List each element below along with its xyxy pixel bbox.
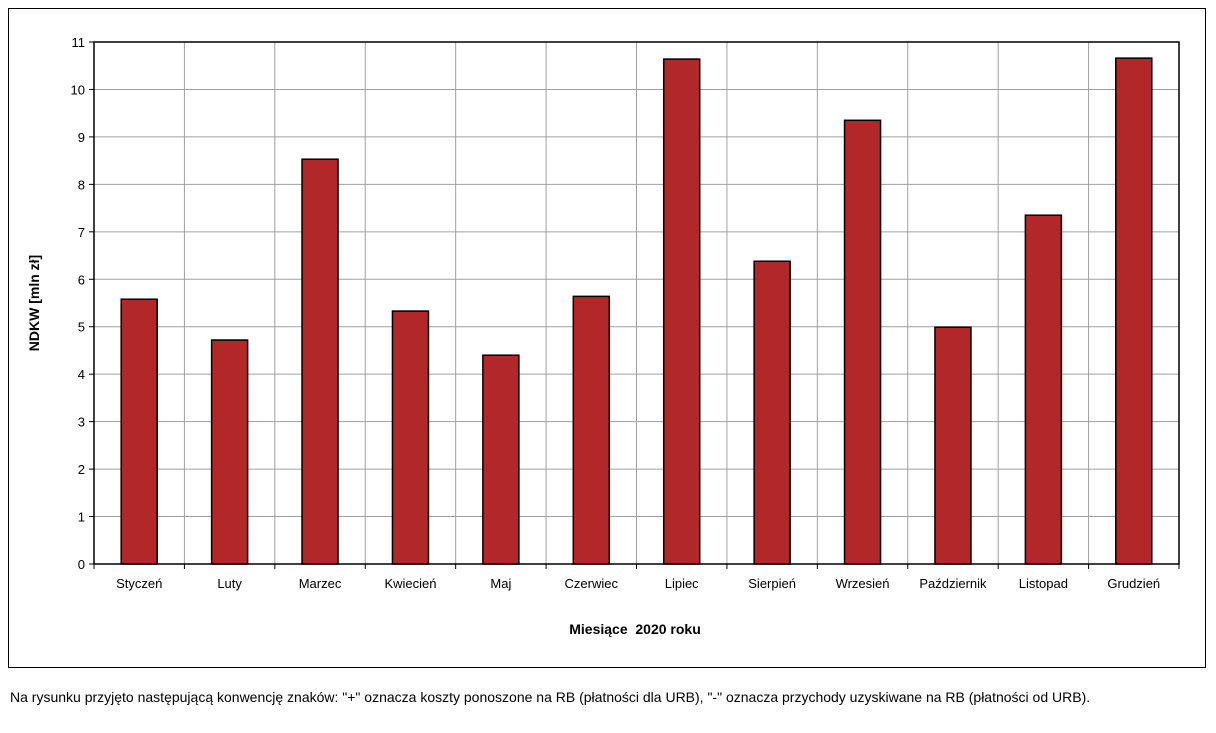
x-tick-label: Listopad xyxy=(1019,576,1068,591)
y-tick-label: 1 xyxy=(78,510,85,525)
bar xyxy=(482,354,520,565)
grid xyxy=(94,41,1179,564)
x-tick-label: Marzec xyxy=(299,576,342,591)
plot-area-border xyxy=(93,41,1180,565)
bar xyxy=(753,260,791,565)
bar-chart: 0 1 2 3 4 5 6 7 8 9 10 11 Styczeń Luty Marzec Kwiecień… xyxy=(26,35,1180,637)
bar xyxy=(572,295,611,565)
chart-frame: 0 1 2 3 4 5 6 7 8 9 10 11 Styczeń Luty Marzec Kwiecień… xyxy=(8,8,1206,668)
y-tick-label: 4 xyxy=(78,367,85,382)
x-tick-label: Czerwiec xyxy=(565,576,619,591)
bar xyxy=(301,158,339,565)
y-tick-label: 2 xyxy=(78,462,85,477)
y-tick-label: 5 xyxy=(78,320,85,335)
x-tick-label: Grudzień xyxy=(1107,576,1160,591)
y-tick-label: 0 xyxy=(78,557,85,572)
y-tick-label: 10 xyxy=(71,82,85,97)
x-tick-label: Luty xyxy=(217,576,242,591)
chart-caption: Na rysunku przyjęto następującą konwencj… xyxy=(10,689,1091,705)
y-tick-labels: 0 1 2 3 4 5 6 7 8 9 10 11 xyxy=(71,35,85,572)
x-tick-label: Wrzesień xyxy=(836,576,890,591)
y-tick-label: 9 xyxy=(78,130,85,145)
x-tick-label: Sierpień xyxy=(748,576,796,591)
x-tick-label: Lipiec xyxy=(665,576,699,591)
y-axis-title: NDKW [mln zł] xyxy=(26,255,42,351)
bar xyxy=(120,298,158,565)
bar xyxy=(1115,57,1153,565)
bar xyxy=(391,310,430,565)
x-tick-label: Kwiecień xyxy=(384,576,436,591)
y-tick-label: 8 xyxy=(78,177,85,192)
axes xyxy=(89,41,1180,569)
x-tick-label: Październik xyxy=(919,576,987,591)
bars xyxy=(120,57,1153,565)
bar xyxy=(210,339,249,565)
y-tick-label: 6 xyxy=(78,272,85,287)
x-axis-title: Miesiące 2020 roku xyxy=(569,621,701,637)
bar xyxy=(1024,214,1063,565)
y-tick-label: 3 xyxy=(78,415,85,430)
y-tick-label: 7 xyxy=(78,225,85,240)
x-tick-labels: Styczeń Luty Marzec Kwiecień Maj Czerwiec Lipi… xyxy=(116,576,1160,591)
y-tick-label: 11 xyxy=(72,35,86,50)
x-tick-label: Styczeń xyxy=(116,576,162,591)
bar xyxy=(843,119,882,565)
bar xyxy=(934,326,972,565)
x-tick-label: Maj xyxy=(490,576,511,591)
bar xyxy=(662,58,701,565)
